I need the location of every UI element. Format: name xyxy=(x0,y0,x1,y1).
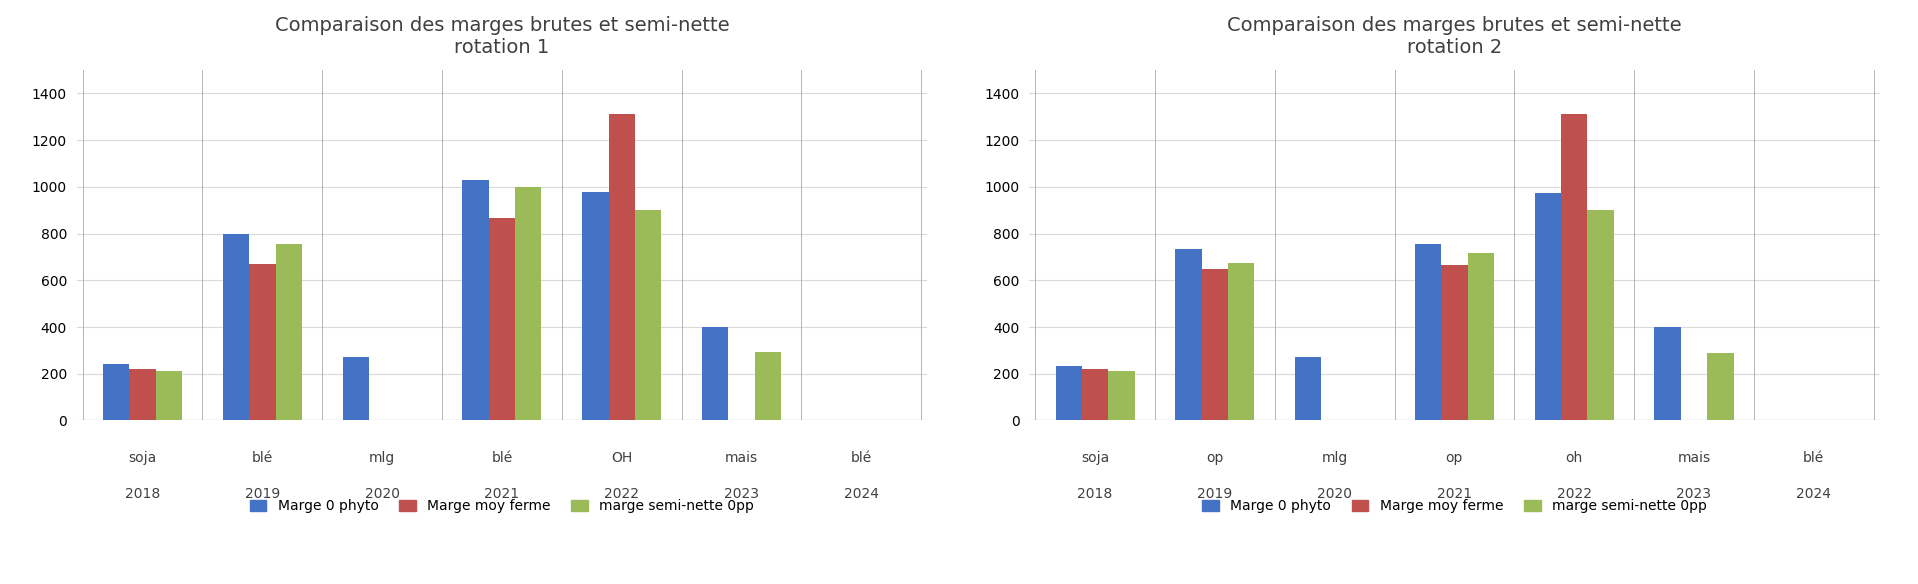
Text: 2024: 2024 xyxy=(844,487,878,501)
Bar xyxy=(343,357,368,420)
Bar xyxy=(276,244,301,420)
Text: mais: mais xyxy=(1678,451,1711,465)
Title: Comparaison des marges brutes et semi-nette
rotation 2: Comparaison des marges brutes et semi-ne… xyxy=(1228,16,1682,57)
Bar xyxy=(1415,244,1440,420)
Text: mlg: mlg xyxy=(1322,451,1348,465)
Bar xyxy=(635,210,662,420)
Text: blé: blé xyxy=(251,451,272,465)
Text: OH: OH xyxy=(612,451,633,465)
Bar xyxy=(1295,357,1322,420)
Text: blé: blé xyxy=(491,451,512,465)
Bar xyxy=(1655,327,1680,420)
Text: soja: soja xyxy=(129,451,157,465)
Text: oh: oh xyxy=(1565,451,1582,465)
Text: blé: blé xyxy=(1803,451,1824,465)
Bar xyxy=(489,218,516,420)
Legend: Marge 0 phyto, Marge moy ferme, marge semi-nette 0pp: Marge 0 phyto, Marge moy ferme, marge se… xyxy=(1197,493,1713,519)
Text: 2018: 2018 xyxy=(125,487,161,501)
Bar xyxy=(1467,253,1494,420)
Bar xyxy=(702,327,729,420)
Text: 2019: 2019 xyxy=(1197,487,1233,501)
Bar xyxy=(1534,193,1561,420)
Bar xyxy=(155,371,182,420)
Text: 2020: 2020 xyxy=(1318,487,1352,501)
Bar xyxy=(1109,371,1135,420)
Text: 2021: 2021 xyxy=(1437,487,1471,501)
Text: op: op xyxy=(1206,451,1224,465)
Bar xyxy=(1203,269,1228,420)
Text: 2023: 2023 xyxy=(1676,487,1711,501)
Text: blé: blé xyxy=(852,451,873,465)
Text: 2021: 2021 xyxy=(485,487,520,501)
Bar xyxy=(104,364,129,420)
Bar xyxy=(1176,249,1203,420)
Bar xyxy=(1707,353,1734,420)
Bar xyxy=(1561,114,1588,420)
Bar xyxy=(1228,263,1254,420)
Title: Comparaison des marges brutes et semi-nette
rotation 1: Comparaison des marges brutes et semi-ne… xyxy=(274,16,729,57)
Text: 2023: 2023 xyxy=(723,487,760,501)
Legend: Marge 0 phyto, Marge moy ferme, marge semi-nette 0pp: Marge 0 phyto, Marge moy ferme, marge se… xyxy=(244,493,760,519)
Text: op: op xyxy=(1446,451,1463,465)
Bar xyxy=(583,192,608,420)
Bar xyxy=(222,234,249,420)
Bar xyxy=(754,352,781,420)
Text: 2019: 2019 xyxy=(246,487,280,501)
Text: 2020: 2020 xyxy=(364,487,399,501)
Bar xyxy=(1082,369,1109,420)
Text: 2022: 2022 xyxy=(1557,487,1592,501)
Bar xyxy=(462,180,489,420)
Text: 2018: 2018 xyxy=(1078,487,1112,501)
Bar xyxy=(1440,265,1467,420)
Text: 2022: 2022 xyxy=(604,487,639,501)
Text: soja: soja xyxy=(1082,451,1109,465)
Bar xyxy=(608,114,635,420)
Bar xyxy=(1055,366,1082,420)
Text: mais: mais xyxy=(725,451,758,465)
Text: mlg: mlg xyxy=(368,451,395,465)
Bar xyxy=(129,369,155,420)
Bar xyxy=(249,264,276,420)
Text: 2024: 2024 xyxy=(1797,487,1832,501)
Bar xyxy=(516,187,541,420)
Bar xyxy=(1588,210,1613,420)
